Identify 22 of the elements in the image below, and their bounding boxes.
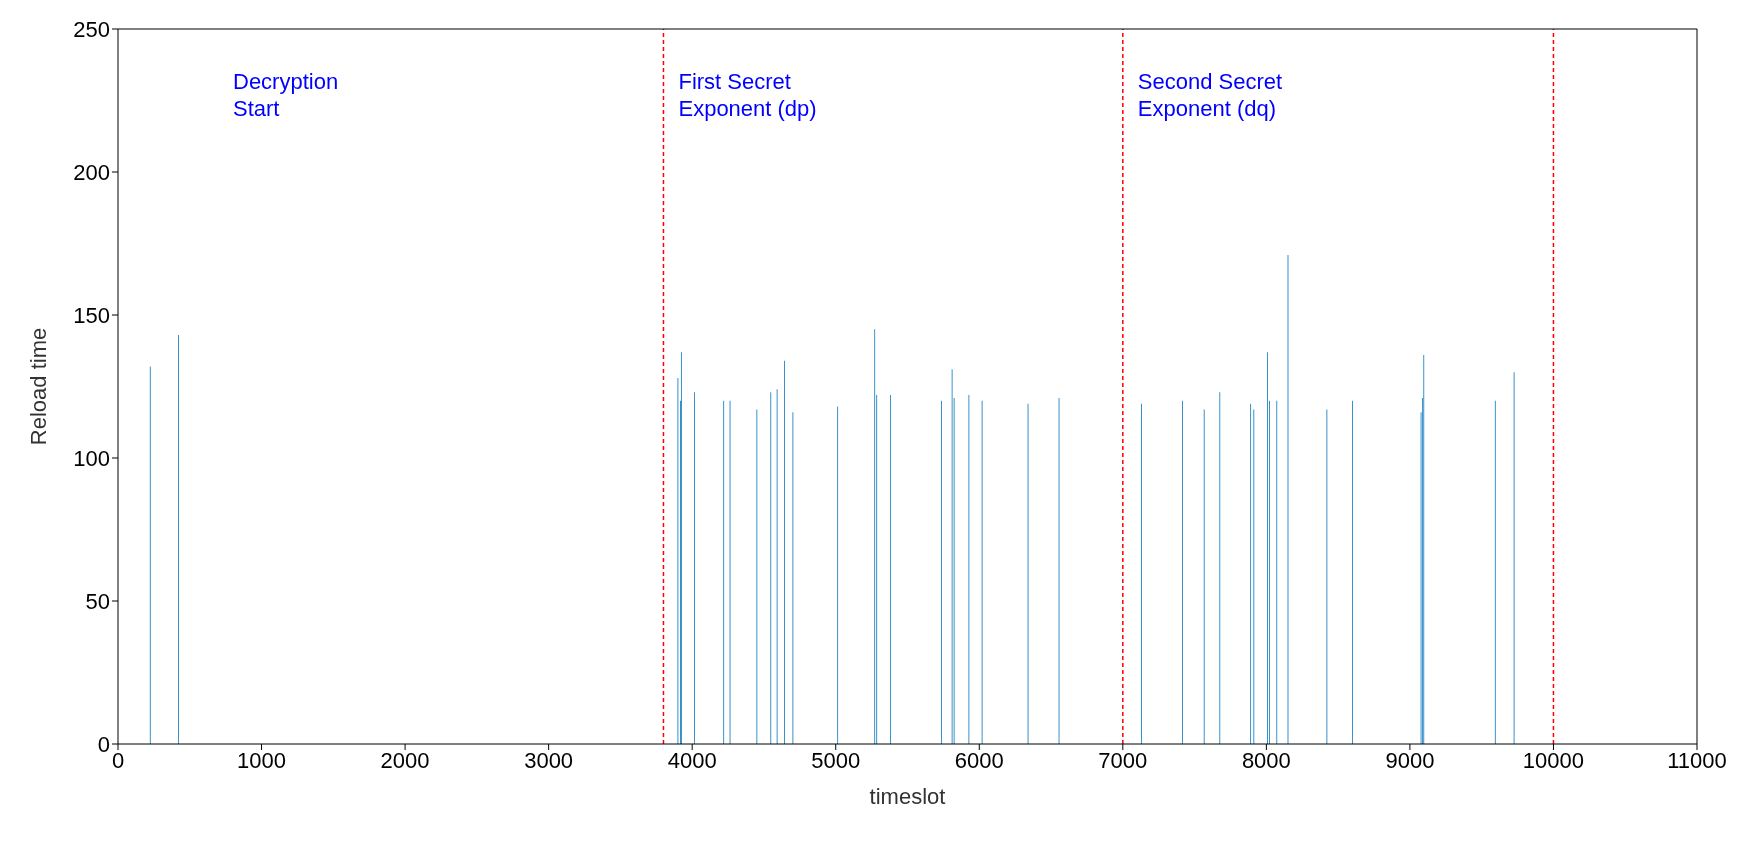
x-axis-title: timeslot <box>869 784 946 809</box>
y-tick-label: 250 <box>73 16 110 42</box>
x-tick-label: 7000 <box>1098 747 1148 773</box>
x-tick-label: 6000 <box>954 747 1004 773</box>
y-axis-title: Reload time <box>25 327 51 446</box>
x-tick-label: 8000 <box>1241 747 1291 773</box>
y-tick-label: 200 <box>73 159 110 185</box>
annotation: Decryption Start <box>233 69 339 121</box>
y-tick-label: 0 <box>97 731 110 757</box>
x-tick-label: 3000 <box>524 747 574 773</box>
x-tick-label: 4000 <box>667 747 717 773</box>
x-tick-label: 1000 <box>237 747 287 773</box>
x-tick-label: 11000 <box>1667 747 1727 773</box>
x-tick-label: 2000 <box>380 747 430 773</box>
y-tick-label: 50 <box>85 588 110 614</box>
x-tick-label: 5000 <box>811 747 861 773</box>
y-tick-label: 150 <box>73 302 110 328</box>
y-tick-label: 100 <box>73 445 110 471</box>
annotation: First Secret Exponent (dp) <box>678 69 817 121</box>
annotation: Second Secret Exponent (dq) <box>1137 69 1283 121</box>
x-tick-label: 10000 <box>1522 747 1585 773</box>
x-tick-label: 9000 <box>1385 747 1435 773</box>
